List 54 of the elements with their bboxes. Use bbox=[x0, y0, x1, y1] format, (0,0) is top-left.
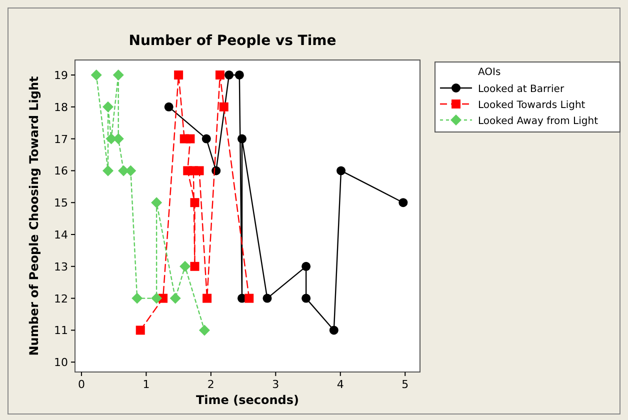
point bbox=[329, 326, 338, 335]
y-tick-label: 11 bbox=[54, 324, 68, 338]
point bbox=[180, 260, 191, 272]
point bbox=[244, 294, 254, 303]
point bbox=[186, 134, 195, 144]
chart-title: Number of People vs Time bbox=[128, 33, 336, 49]
point bbox=[234, 70, 244, 80]
point bbox=[136, 326, 145, 335]
y-tick-label: 12 bbox=[54, 292, 68, 306]
x-axis-title: Time (seconds) bbox=[196, 393, 300, 407]
y-tick-label: 13 bbox=[54, 260, 68, 274]
point bbox=[102, 165, 114, 176]
point bbox=[202, 134, 211, 144]
legend-label: Looked Away from Light bbox=[478, 116, 598, 127]
point bbox=[336, 166, 346, 176]
legend-title: AOIs bbox=[478, 67, 501, 78]
y-tick-label: 17 bbox=[54, 132, 68, 146]
point bbox=[224, 70, 234, 80]
x-tick-label: 2 bbox=[207, 378, 214, 391]
point bbox=[302, 294, 311, 303]
y-tick-label: 14 bbox=[54, 228, 68, 242]
point bbox=[151, 292, 162, 304]
y-tick-label: 15 bbox=[54, 196, 68, 210]
x-tick-label: 1 bbox=[142, 378, 150, 391]
x-tick-label: 3 bbox=[272, 378, 280, 391]
y-tick-label: 10 bbox=[54, 356, 68, 370]
point bbox=[151, 197, 162, 208]
y-tick-label: 19 bbox=[54, 68, 68, 82]
point bbox=[190, 198, 200, 208]
point bbox=[90, 69, 102, 80]
point bbox=[215, 70, 224, 80]
x-tick-label: 0 bbox=[78, 378, 85, 391]
point bbox=[190, 262, 200, 271]
legend-label: Looked at Barrier bbox=[478, 84, 565, 95]
point bbox=[219, 102, 228, 112]
point bbox=[102, 101, 114, 112]
point bbox=[398, 198, 408, 208]
point bbox=[302, 262, 311, 271]
point bbox=[174, 70, 184, 80]
point bbox=[238, 134, 246, 144]
y-tick-label: 16 bbox=[54, 164, 68, 178]
y-tick-label: 18 bbox=[54, 100, 68, 114]
point bbox=[132, 292, 143, 304]
point bbox=[202, 294, 212, 303]
legend-label: Looked Towards Light bbox=[478, 100, 586, 111]
x-tick-label: 5 bbox=[402, 378, 409, 391]
point bbox=[170, 292, 181, 304]
point bbox=[164, 102, 174, 112]
point bbox=[112, 69, 124, 80]
x-tick-label: 4 bbox=[336, 378, 344, 391]
point bbox=[194, 166, 204, 176]
y-axis-title: Number of People Choosing Toward Light bbox=[27, 76, 41, 356]
point bbox=[262, 294, 272, 303]
point bbox=[198, 324, 210, 336]
